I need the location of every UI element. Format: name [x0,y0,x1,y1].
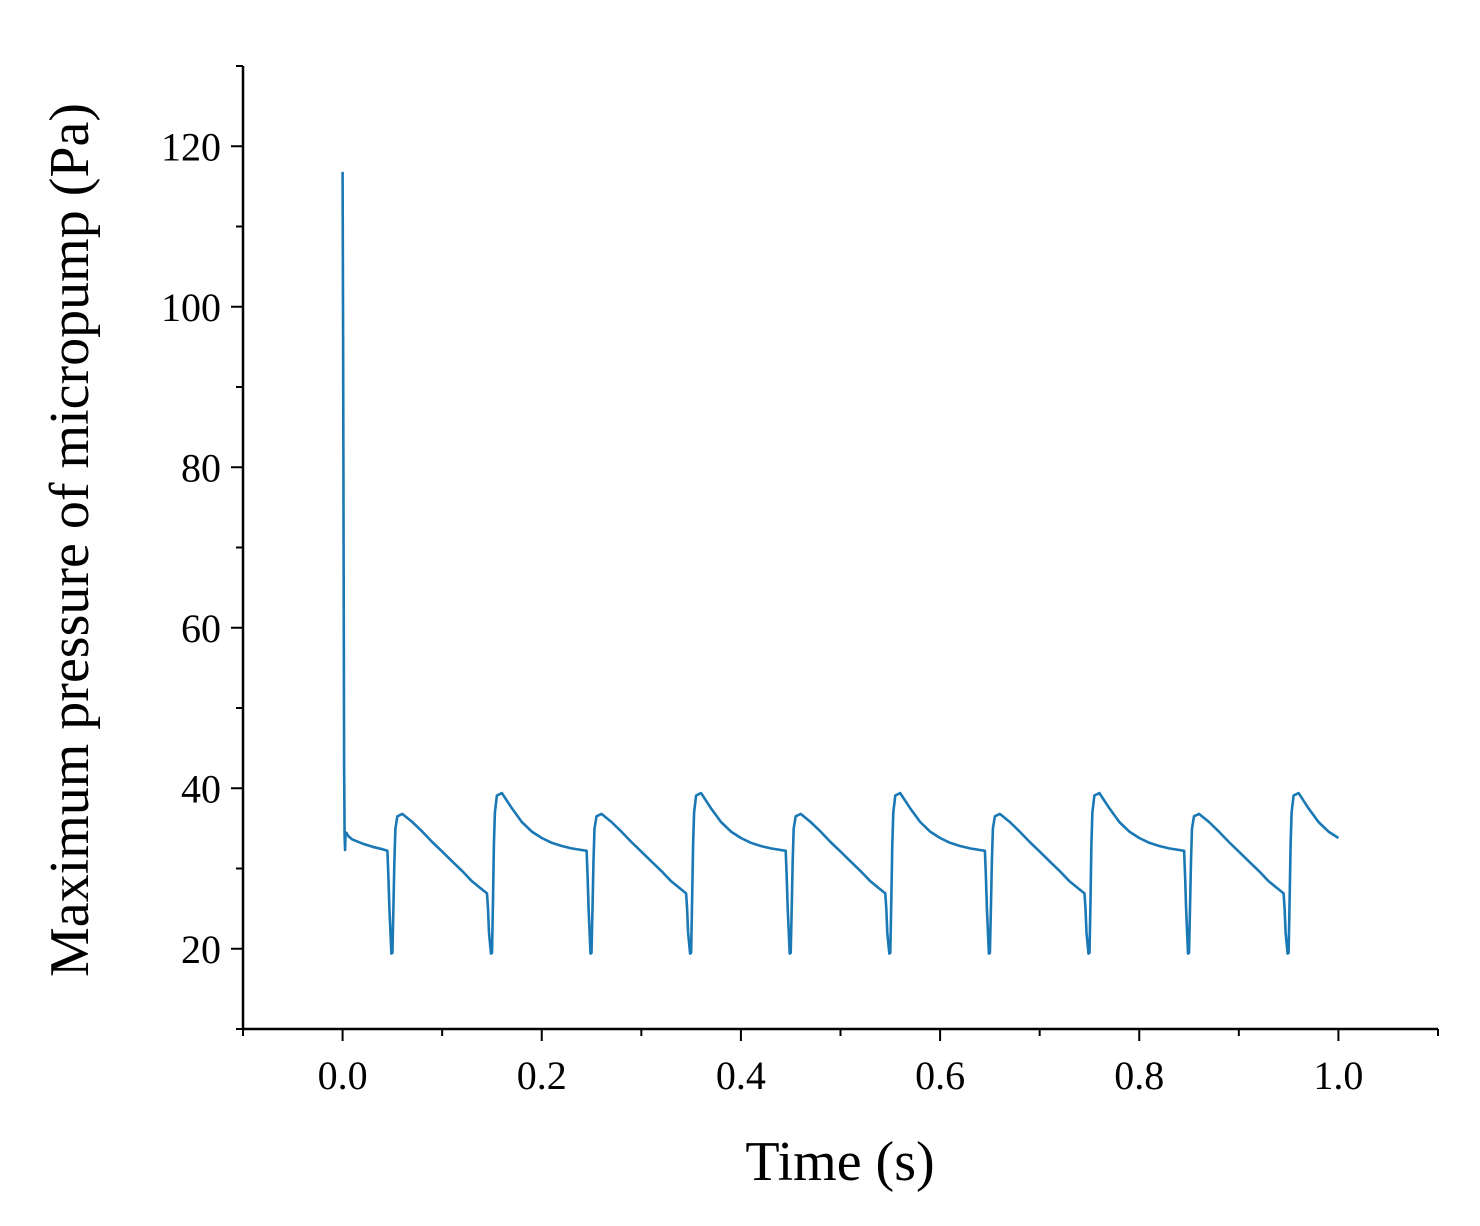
x-tick-label: 1.0 [1313,1053,1363,1098]
x-tick-label: 0.8 [1114,1053,1164,1098]
y-tick-label: 40 [181,766,221,811]
y-tick-label: 120 [161,124,221,169]
pressure-series-line [341,171,1340,955]
y-axis-title: Maximum pressure of micropump (Pa) [39,103,101,977]
x-tick-label: 0.2 [517,1053,567,1098]
y-tick-label: 100 [161,285,221,330]
x-tick-label: 0.6 [915,1053,965,1098]
y-tick-label: 80 [181,445,221,490]
x-tick-label: 0.0 [318,1053,368,1098]
x-tick-label: 0.4 [716,1053,766,1098]
y-tick-label: 60 [181,606,221,651]
y-tick-label: 20 [181,927,221,972]
x-axis-title: Time (s) [745,1131,934,1193]
